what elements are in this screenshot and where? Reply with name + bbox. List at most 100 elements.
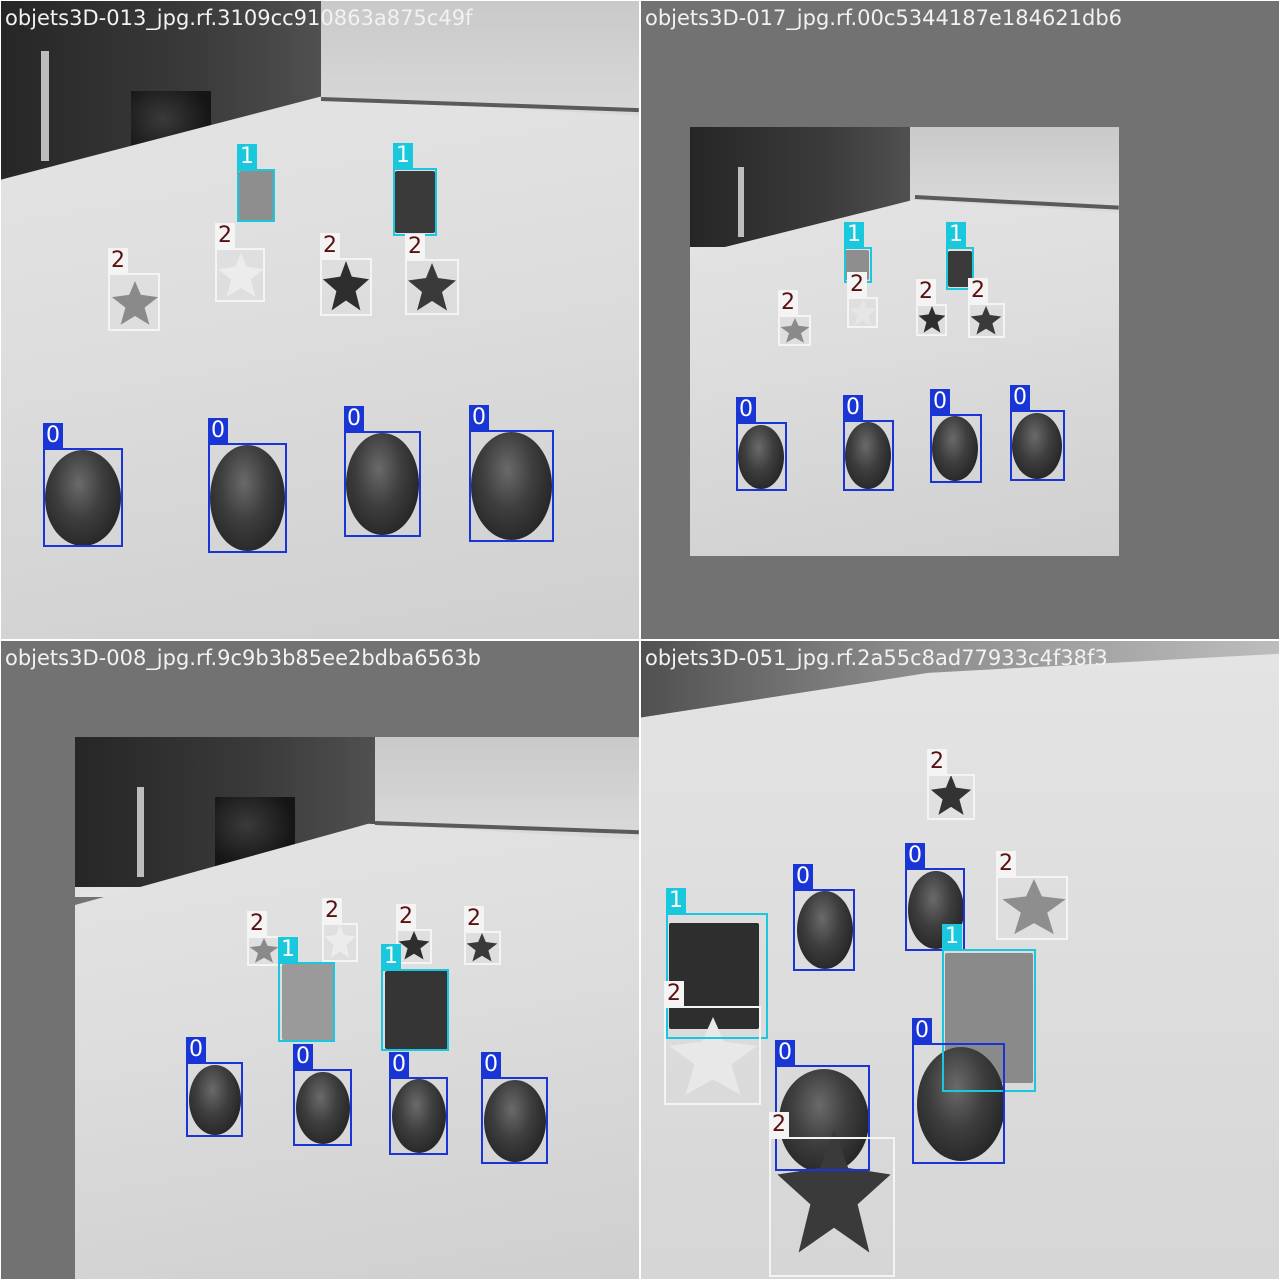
class-label: 1 <box>381 944 401 969</box>
image-filename: objets3D-008_jpg.rf.9c9b3b85ee2bdba6563b <box>5 646 481 670</box>
class-label: 0 <box>389 1052 409 1077</box>
egg-object <box>471 432 552 540</box>
class-label: 0 <box>186 1037 206 1062</box>
class-label: 0 <box>43 423 63 448</box>
class-label: 2 <box>247 911 267 936</box>
bounding-box: 0 <box>843 395 894 491</box>
egg-object <box>484 1080 546 1162</box>
class-label: 0 <box>793 864 813 889</box>
egg-object <box>45 450 121 546</box>
cube-object <box>669 923 759 1029</box>
cube-object <box>385 971 448 1049</box>
bounding-box: 0 <box>186 1037 243 1137</box>
class-label: 2 <box>664 981 684 1006</box>
class-label: 2 <box>320 233 340 258</box>
bounding-box: 1 <box>942 924 1036 1092</box>
class-label: 0 <box>293 1044 313 1069</box>
class-label: 2 <box>108 248 128 273</box>
bounding-box: 2 <box>664 981 761 1105</box>
class-label: 0 <box>469 405 489 430</box>
bounding-box: 2 <box>996 851 1068 940</box>
class-label: 1 <box>946 222 966 247</box>
egg-object <box>845 422 891 489</box>
bounding-box: 2 <box>322 898 358 962</box>
class-label: 1 <box>237 144 257 169</box>
bounding-box: 2 <box>769 1112 895 1277</box>
egg-object <box>779 1069 869 1173</box>
egg-object <box>210 445 285 551</box>
bounding-box: 0 <box>389 1052 448 1155</box>
cube-object <box>395 171 435 233</box>
bounding-box: 1 <box>278 937 335 1042</box>
mosaic-tile-4: 2 0 0 2 1 1 2 0 0 2 objets3D-051_jpg.rf.… <box>641 641 1279 1279</box>
bounding-box: 1 <box>946 222 974 290</box>
bounding-box: 1 <box>381 944 449 1051</box>
class-label: 2 <box>968 278 988 303</box>
class-label: 2 <box>916 279 936 304</box>
bounding-box: 0 <box>208 418 287 553</box>
class-label: 2 <box>322 898 342 923</box>
photo-scene <box>75 737 639 1279</box>
cube-object <box>282 964 334 1040</box>
class-label: 2 <box>769 1112 789 1137</box>
mosaic-tile-1: 1 1 2 2 2 2 0 0 0 0 objets3D-013_jpg.rf.… <box>1 1 639 639</box>
door-handle <box>738 167 744 237</box>
mosaic-tile-3: 2 2 2 2 1 1 0 0 0 0 objets3D-008_jpg.rf.… <box>1 641 639 1279</box>
class-label: 2 <box>405 234 425 259</box>
egg-object <box>797 891 853 969</box>
egg-object <box>296 1072 350 1144</box>
bounding-box: 2 <box>847 272 878 328</box>
table-surface <box>690 199 1119 556</box>
class-label: 0 <box>736 397 756 422</box>
class-label: 2 <box>927 749 947 774</box>
bounding-box: 0 <box>912 1018 1005 1164</box>
bounding-box: 2 <box>927 749 975 820</box>
bounding-box: 2 <box>464 906 501 965</box>
bounding-box: 2 <box>968 278 1005 338</box>
class-label: 2 <box>464 906 484 931</box>
class-label: 2 <box>215 223 235 248</box>
class-label: 2 <box>847 272 867 297</box>
bounding-box: 1 <box>393 143 437 236</box>
photo-scene <box>1 1 639 639</box>
class-label: 0 <box>843 395 863 420</box>
class-label: 0 <box>208 418 228 443</box>
class-label: 0 <box>905 843 925 868</box>
bounding-box: 0 <box>469 405 554 542</box>
bounding-box: 0 <box>1010 385 1065 481</box>
bounding-box: 0 <box>43 423 123 547</box>
door-handle <box>137 787 144 877</box>
class-label: 0 <box>775 1040 795 1065</box>
class-label: 0 <box>344 406 364 431</box>
bounding-box: 0 <box>793 864 855 971</box>
class-label: 2 <box>778 290 798 315</box>
table-surface <box>1 96 639 639</box>
image-filename: objets3D-013_jpg.rf.3109cc910863a875c49f <box>5 6 473 30</box>
bounding-box: 0 <box>481 1052 548 1164</box>
image-filename: objets3D-017_jpg.rf.00c5344187e184621db6 <box>645 6 1123 30</box>
bounding-box: 2 <box>215 223 265 302</box>
bounding-box: 2 <box>108 248 160 331</box>
bounding-box: 0 <box>930 389 982 483</box>
door-handle <box>41 51 49 161</box>
bounding-box: 2 <box>916 279 947 336</box>
class-label: 1 <box>278 937 298 962</box>
class-label: 1 <box>942 924 962 949</box>
egg-object <box>1012 413 1062 479</box>
bounding-box: 0 <box>293 1044 352 1146</box>
egg-object <box>346 433 419 535</box>
egg-object <box>189 1065 241 1135</box>
class-label: 0 <box>481 1052 501 1077</box>
mosaic-tile-2: 1 1 2 2 2 2 0 0 0 0 objets3D-017_jpg.rf.… <box>641 1 1279 639</box>
egg-object <box>917 1047 1005 1161</box>
class-label: 1 <box>666 888 686 913</box>
bounding-box: 0 <box>905 843 965 951</box>
class-label: 1 <box>393 143 413 168</box>
photo-scene <box>690 127 1119 556</box>
class-label: 0 <box>930 389 950 414</box>
image-filename: objets3D-051_jpg.rf.2a55c8ad77933c4f38f3 <box>645 646 1108 670</box>
egg-object <box>738 425 784 489</box>
egg-object <box>392 1079 446 1153</box>
class-label: 1 <box>844 222 864 247</box>
bounding-box: 1 <box>237 144 275 222</box>
